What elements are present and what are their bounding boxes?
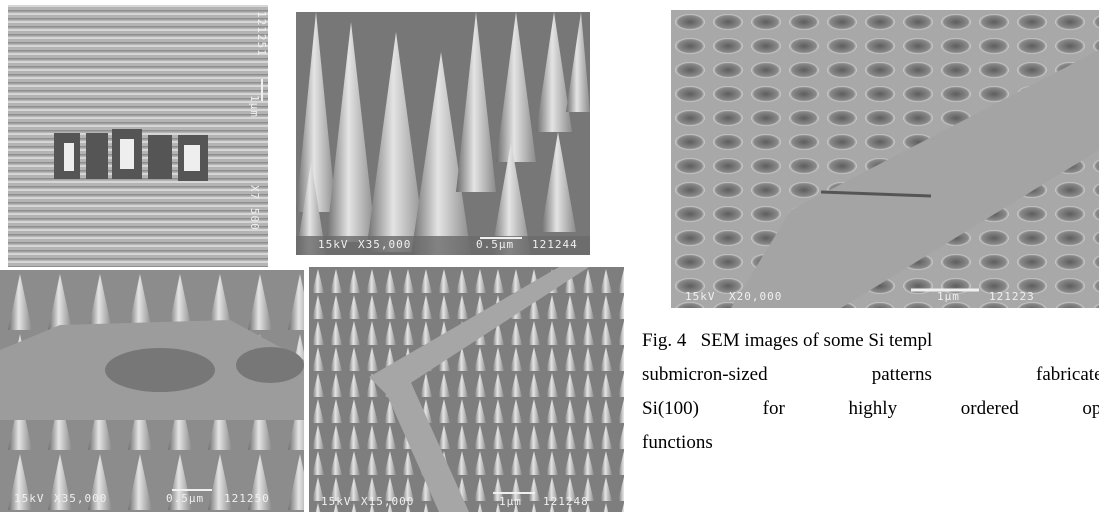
caption-line: Si(100) for highly ordered opti: [642, 398, 1099, 420]
sem-image: 15kV X15,000 1μm 121248: [309, 267, 624, 512]
image-id: 121223: [989, 290, 1035, 303]
magnification: X15,000: [361, 495, 414, 508]
sem-image: 15kV X35,000 0.5μm 121244: [296, 12, 590, 255]
magnification: X35,000: [54, 492, 107, 505]
sem-image: 121251 1μm X7 500: [8, 5, 268, 267]
sem-image: 15kV X20,000 1μm 121223: [671, 10, 1099, 308]
image-id: 121244: [532, 238, 578, 251]
scale-label: 0.5μm: [476, 238, 514, 251]
scale-label: 0.5μm: [166, 492, 204, 505]
magnification: X7 500: [248, 185, 261, 231]
scale-label: 1μm: [248, 95, 261, 118]
image-id: 121250: [224, 492, 270, 505]
voltage: 15kV: [321, 495, 352, 508]
caption-line: functions: [642, 432, 1099, 454]
scale-label: 1μm: [499, 495, 522, 508]
sem-image: 15kV X35,000 0.5μm 121250: [0, 270, 304, 512]
page: 121251 1μm X7 500 15kV X35,000 0.5μm 121…: [0, 0, 1099, 512]
magnification: X35,000: [358, 238, 411, 251]
caption-line: submicron-sized patterns fabricated: [642, 364, 1099, 386]
caption-line: Fig. 4 SEM images of some Si templ: [642, 330, 1099, 352]
voltage: 15kV: [685, 290, 716, 303]
scale-label: 1μm: [937, 290, 960, 303]
voltage: 15kV: [318, 238, 349, 251]
voltage: 15kV: [14, 492, 45, 505]
magnification: X20,000: [729, 290, 782, 303]
image-id: 121251: [255, 11, 268, 57]
image-id: 121248: [543, 495, 589, 508]
